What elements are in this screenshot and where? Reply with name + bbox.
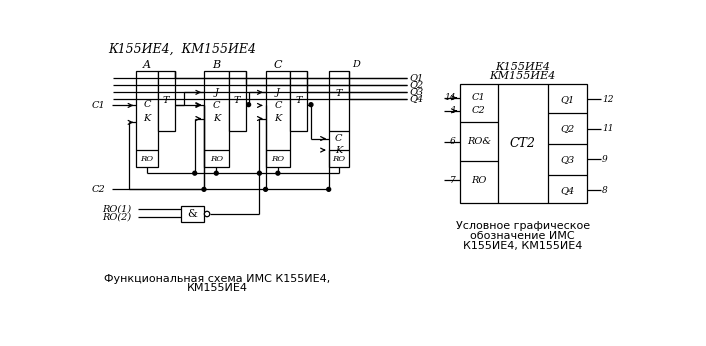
Text: Q2: Q2: [561, 124, 575, 133]
Text: Q1: Q1: [409, 73, 424, 82]
Text: 8: 8: [602, 186, 608, 195]
Bar: [290, 71, 307, 131]
Text: K: K: [143, 114, 150, 123]
Circle shape: [202, 188, 206, 191]
Bar: [136, 71, 157, 167]
Bar: [204, 71, 229, 167]
Text: К155ИЕ4: К155ИЕ4: [495, 62, 550, 72]
Text: T: T: [163, 96, 169, 105]
Text: К155ИЕ4, КМ155ИЕ4: К155ИЕ4, КМ155ИЕ4: [463, 242, 582, 251]
Bar: [329, 71, 349, 167]
Text: КМ155ИЕ4: КМ155ИЕ4: [489, 71, 556, 81]
Text: RO: RO: [332, 155, 345, 163]
Text: C1: C1: [92, 101, 105, 110]
Bar: [181, 206, 204, 222]
Text: Условное графическое: Условное графическое: [455, 221, 590, 231]
Text: Q4: Q4: [561, 186, 575, 195]
Text: J: J: [215, 88, 218, 97]
Bar: [460, 84, 587, 203]
Text: C: C: [335, 134, 342, 143]
Bar: [265, 71, 290, 167]
Circle shape: [276, 171, 280, 175]
Text: 12: 12: [602, 95, 614, 104]
Text: 11: 11: [602, 124, 614, 133]
Text: 7: 7: [450, 176, 456, 185]
Text: Q3: Q3: [409, 87, 424, 96]
Text: K: K: [213, 114, 220, 123]
Text: 1: 1: [450, 106, 456, 115]
Text: Q1: Q1: [561, 95, 575, 104]
Text: T: T: [234, 96, 240, 105]
Bar: [157, 71, 174, 131]
Text: 6: 6: [450, 137, 456, 146]
Text: B: B: [213, 60, 220, 70]
Text: J: J: [276, 88, 280, 97]
Text: Функциональная схема ИМС К155ИЕ4,: Функциональная схема ИМС К155ИЕ4,: [104, 274, 330, 284]
Text: C: C: [274, 60, 282, 70]
Text: K: K: [274, 114, 282, 123]
Text: RO(2): RO(2): [102, 212, 131, 221]
Text: C: C: [274, 101, 282, 110]
Text: D: D: [352, 60, 359, 69]
Text: A: A: [143, 60, 151, 70]
Text: &: &: [188, 209, 198, 219]
Circle shape: [309, 103, 313, 107]
Text: RO(1): RO(1): [102, 205, 131, 214]
Text: T: T: [295, 96, 302, 105]
Circle shape: [246, 103, 251, 107]
Text: Q4: Q4: [409, 94, 424, 103]
Text: RO: RO: [140, 155, 154, 163]
Text: RO: RO: [271, 155, 285, 163]
Text: Q2: Q2: [409, 80, 424, 89]
Circle shape: [204, 211, 210, 217]
Text: 9: 9: [602, 155, 608, 164]
Circle shape: [327, 188, 330, 191]
Text: RO: RO: [210, 155, 223, 163]
Text: КМ155ИЕ4: КМ155ИЕ4: [186, 283, 248, 293]
Text: T: T: [335, 89, 342, 98]
Text: обозначение ИМС: обозначение ИМС: [470, 231, 575, 241]
Text: Q3: Q3: [561, 155, 575, 164]
Text: C: C: [213, 101, 220, 110]
Circle shape: [193, 171, 197, 175]
Text: 14: 14: [444, 93, 456, 102]
Circle shape: [258, 171, 261, 175]
Text: RO&: RO&: [467, 137, 491, 146]
Text: C1: C1: [472, 93, 486, 102]
Text: K: K: [335, 146, 342, 155]
Text: RO: RO: [471, 176, 486, 185]
Text: C2: C2: [472, 106, 486, 115]
Text: CT2: CT2: [510, 137, 536, 150]
Bar: [229, 71, 246, 131]
Text: К155ИЕ4,  КМ155ИЕ4: К155ИЕ4, КМ155ИЕ4: [109, 43, 256, 56]
Text: C: C: [143, 100, 151, 109]
Circle shape: [215, 171, 218, 175]
Circle shape: [263, 188, 268, 191]
Text: C2: C2: [92, 185, 105, 194]
